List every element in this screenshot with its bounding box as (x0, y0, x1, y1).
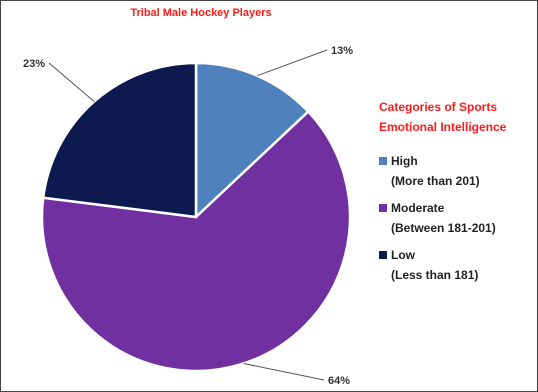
data-label-high: 13% (331, 45, 353, 57)
pie-slice-high (194, 61, 311, 220)
legend-swatch-high (379, 157, 387, 165)
data-label-low: 23% (23, 58, 45, 70)
data-label-moderate: 64% (328, 375, 350, 387)
pie-slice-low (41, 61, 198, 219)
legend-range-high: (More than 201) (391, 174, 480, 188)
legend-item-low: Low (Less than 181) (379, 245, 534, 285)
leader-line-moderate (243, 362, 325, 381)
legend-swatch-moderate (379, 204, 387, 212)
legend-item-high: High (More than 201) (379, 151, 534, 191)
legend-swatch-low (379, 251, 387, 259)
leader-line-low (48, 62, 95, 102)
legend-label-high: High (391, 154, 418, 168)
legend-item-moderate: Moderate (Between 181-201) (379, 198, 534, 238)
legend-label-moderate: Moderate (391, 201, 445, 215)
legend-label-low: Low (391, 248, 415, 262)
legend-range-moderate: (Between 181-201) (391, 221, 496, 235)
legend: Categories of Sports Emotional Intellige… (379, 97, 534, 292)
legend-title: Categories of Sports Emotional Intellige… (379, 100, 507, 134)
leader-line-high (256, 49, 328, 77)
chart-title: Tribal Male Hockey Players (130, 7, 272, 19)
legend-range-low: (Less than 181) (391, 268, 479, 282)
